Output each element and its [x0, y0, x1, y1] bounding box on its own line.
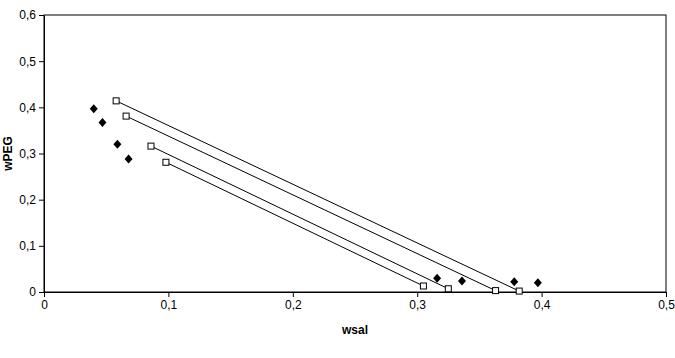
point: [98, 118, 106, 127]
tick: 0,1: [161, 292, 178, 312]
point: [163, 159, 169, 165]
axis-line: [44, 16, 45, 293]
tick-mark: [417, 292, 418, 297]
tick-mark: [39, 107, 44, 108]
tie-line: [116, 101, 519, 291]
tick-label: 0,6: [19, 8, 36, 22]
tick-label: 0,1: [161, 298, 178, 312]
tick-mark: [666, 292, 667, 297]
point: [420, 283, 426, 289]
point: [90, 104, 98, 113]
tick-mark: [39, 200, 44, 201]
tick-label: 0: [29, 285, 36, 299]
point: [493, 288, 499, 294]
tick-label: 0: [41, 298, 48, 312]
point: [123, 113, 129, 119]
point: [113, 98, 119, 104]
y-axis-title: wPEG: [1, 136, 15, 172]
tick-label: 0,4: [19, 101, 36, 115]
tick-mark: [39, 61, 44, 62]
point: [534, 278, 542, 287]
x-axis-title: wsal: [341, 323, 368, 337]
point: [458, 276, 466, 285]
tick-mark: [39, 292, 44, 293]
tick-label: 0,2: [19, 193, 36, 207]
tick-mark: [542, 292, 543, 297]
tie-line: [126, 116, 495, 291]
tick-label: 0,1: [19, 239, 36, 253]
tick-label: 0,3: [409, 298, 426, 312]
x-axis: 0 0,1 0,2 0,3 0,4 0,5: [41, 292, 675, 312]
tie-line: [151, 146, 448, 289]
tick-label: 0,5: [19, 55, 36, 69]
tick: 0,5: [19, 55, 44, 69]
tick: 0,5: [658, 292, 675, 312]
point: [510, 277, 518, 286]
tick: 0,4: [19, 101, 44, 115]
tick-label: 0,2: [285, 298, 302, 312]
point: [516, 288, 522, 294]
tick-mark: [39, 154, 44, 155]
tick-label: 0,5: [658, 298, 675, 312]
chart: 0 0,1 0,2 0,3 0,4 0,5 0 0,1 0,2 0,3 0,4 0,5 0,6 wsal w…: [0, 0, 675, 358]
tick-label: 0,4: [534, 298, 551, 312]
point: [125, 155, 133, 164]
tick-label: 0,3: [19, 147, 36, 161]
point: [113, 140, 121, 149]
tick: 0,1: [19, 239, 44, 253]
tick-mark: [39, 15, 44, 16]
tie-line: [166, 162, 424, 286]
tick: 0: [41, 292, 48, 312]
tick-mark: [293, 292, 294, 297]
point: [148, 143, 154, 149]
axis-line: [45, 292, 667, 293]
tick-mark: [168, 292, 169, 297]
tick: 0,2: [19, 193, 44, 207]
tick: 0,3: [19, 147, 44, 161]
plot: 0 0,1 0,2 0,3 0,4 0,5 0 0,1 0,2 0,3 0,4 0,5 0,6: [19, 8, 675, 311]
tick: 0,2: [285, 292, 302, 312]
point: [445, 286, 451, 292]
tick: 0,6: [19, 8, 44, 22]
tick-mark: [44, 292, 45, 297]
tick: 0,3: [409, 292, 426, 312]
marks: [90, 98, 542, 294]
tick-mark: [39, 246, 44, 247]
tick: 0,4: [534, 292, 551, 312]
plot-frame: [44, 15, 666, 292]
y-axis: 0 0,1 0,2 0,3 0,4 0,5 0,6: [19, 8, 44, 299]
point: [433, 274, 441, 283]
tick: 0: [29, 285, 44, 299]
